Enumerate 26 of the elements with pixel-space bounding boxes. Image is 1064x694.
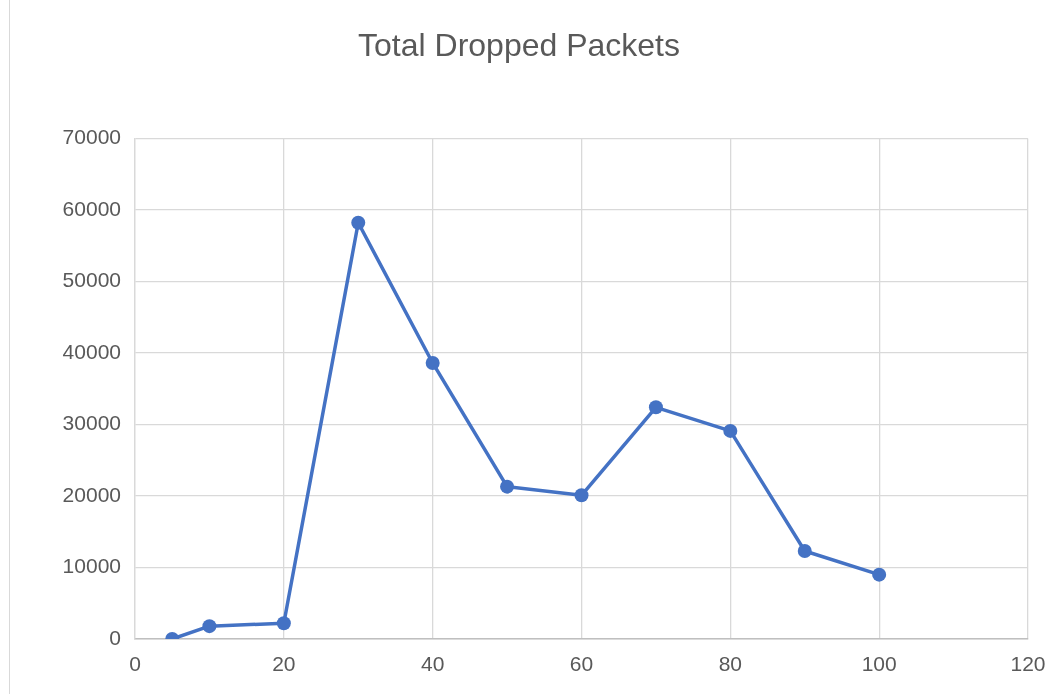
chart-title: Total Dropped Packets (358, 27, 680, 64)
y-tick-label: 40000 (62, 339, 121, 363)
point (351, 215, 366, 230)
y-tick-label: 0 (109, 625, 121, 649)
x-tick-label: 80 (718, 652, 743, 676)
x-tick-label: 0 (129, 652, 141, 676)
y-tick-label: 50000 (62, 268, 121, 292)
y-tick-label: 30000 (62, 411, 121, 435)
y-tick-label: 20000 (62, 482, 121, 506)
point (276, 616, 291, 631)
y-tick-label: 70000 (62, 125, 121, 149)
x-tick-label: 120 (1010, 652, 1046, 676)
point (648, 400, 663, 415)
point (723, 423, 738, 438)
x-tick-label: 60 (569, 652, 594, 676)
point (574, 488, 589, 503)
point (797, 544, 812, 559)
point (500, 479, 515, 494)
point (425, 355, 440, 370)
y-tick-label: 10000 (62, 554, 121, 578)
x-tick-label: 40 (420, 652, 445, 676)
x-tick-label: 100 (861, 652, 897, 676)
y-tick-label: 60000 (62, 196, 121, 220)
point (872, 567, 887, 582)
point (202, 619, 217, 634)
x-tick-label: 20 (272, 652, 296, 676)
